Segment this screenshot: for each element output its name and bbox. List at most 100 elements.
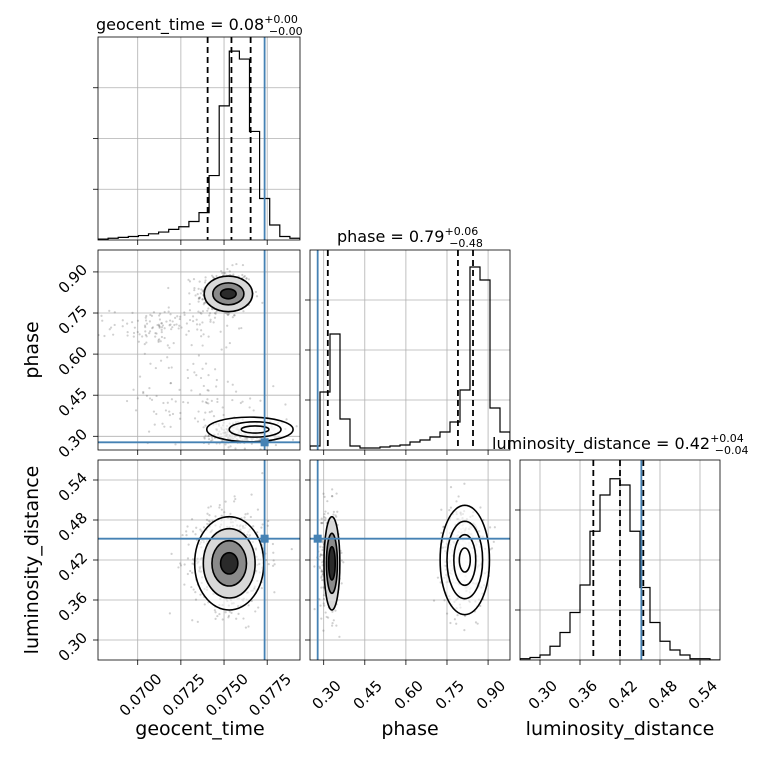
sample-point: [235, 262, 238, 266]
sample-point: [227, 614, 231, 617]
sample-point: [207, 402, 210, 405]
title-phase-minus: −0.48: [449, 237, 483, 250]
sample-point: [229, 445, 232, 448]
sample-point: [340, 551, 343, 554]
sample-point: [208, 514, 211, 517]
sample-point: [249, 515, 252, 519]
sample-point: [108, 309, 111, 312]
sample-point: [185, 322, 188, 325]
sample-point: [205, 401, 208, 404]
sample-point: [321, 521, 324, 525]
sample-point: [188, 309, 192, 312]
sample-point: [320, 586, 323, 589]
sample-point: [285, 418, 288, 421]
sample-point: [213, 316, 217, 319]
sample-point: [332, 619, 335, 622]
sample-point: [182, 400, 185, 404]
sample-point: [463, 614, 467, 618]
panel-content-pair-time_dist: [98, 460, 300, 660]
sample-point: [319, 545, 322, 548]
sample-point: [192, 278, 196, 281]
sample-point: [202, 526, 206, 529]
sample-point: [252, 409, 255, 412]
sample-point: [200, 329, 203, 332]
sample-point: [197, 296, 201, 299]
sample-point: [326, 512, 330, 515]
sample-point: [187, 330, 190, 333]
sample-point: [185, 333, 188, 336]
sample-point: [166, 356, 169, 359]
sample-point: [201, 298, 204, 301]
sample-point: [145, 394, 149, 397]
sample-point: [172, 342, 175, 345]
sample-point: [160, 322, 163, 325]
sample-point: [229, 512, 232, 515]
sample-point: [175, 323, 178, 326]
sample-point: [228, 341, 231, 345]
sample-point: [250, 442, 253, 445]
title-geocent-time-plus: +0.00: [264, 13, 298, 26]
sample-point: [201, 290, 204, 293]
sample-point: [207, 435, 210, 438]
sample-point: [197, 300, 200, 303]
sample-point: [231, 264, 234, 267]
sample-point: [183, 313, 186, 316]
sample-point: [330, 495, 334, 498]
sample-point: [158, 318, 162, 321]
sample-point: [246, 512, 249, 515]
sample-point: [196, 293, 199, 296]
sample-point: [207, 335, 210, 338]
truth-marker: [260, 438, 269, 447]
sample-point: [266, 524, 269, 527]
sample-point: [147, 430, 151, 433]
sample-point: [193, 287, 196, 290]
title-geocent-time: geocent_time = 0.08+0.00 −0.00: [96, 13, 303, 38]
sample-point: [442, 525, 445, 528]
sample-point: [225, 346, 228, 349]
sample-point: [158, 338, 161, 341]
sample-point: [188, 280, 192, 283]
sample-point: [320, 569, 323, 572]
sample-point: [186, 525, 189, 528]
sample-point: [290, 548, 293, 551]
sample-point: [272, 559, 275, 562]
sample-point: [291, 438, 295, 441]
sample-point: [202, 333, 205, 336]
sample-point: [449, 621, 452, 625]
sample-point: [191, 571, 194, 574]
sample-point: [203, 436, 206, 439]
sample-point: [174, 443, 177, 446]
sample-point: [261, 472, 264, 475]
sample-point: [210, 410, 213, 413]
sample-point: [332, 513, 335, 516]
sample-point: [322, 629, 325, 632]
sample-point: [164, 409, 168, 412]
sample-point: [214, 611, 217, 614]
sample-point: [233, 500, 236, 503]
sample-point: [178, 317, 181, 321]
sample-point: [234, 497, 237, 501]
sample-point: [214, 617, 217, 620]
histogram-step: [98, 50, 300, 240]
sample-point: [322, 602, 325, 605]
sample-point: [204, 362, 208, 365]
sample-point: [197, 287, 200, 290]
sample-point: [334, 514, 337, 517]
panel-content-hist-1: [310, 250, 510, 450]
sample-point: [161, 422, 164, 425]
sample-point: [335, 515, 338, 518]
sample-point: [223, 511, 226, 514]
sample-point: [188, 302, 191, 306]
sample-point: [121, 319, 124, 322]
sample-point: [197, 297, 200, 300]
sample-point: [479, 604, 482, 608]
sample-point: [177, 566, 180, 569]
sample-point: [440, 531, 443, 535]
sample-point: [198, 393, 202, 396]
sample-point: [163, 336, 166, 340]
sample-point: [101, 319, 104, 322]
sample-point: [190, 389, 193, 392]
sample-point: [103, 334, 106, 338]
sample-point: [144, 316, 147, 319]
sample-point: [318, 598, 321, 601]
